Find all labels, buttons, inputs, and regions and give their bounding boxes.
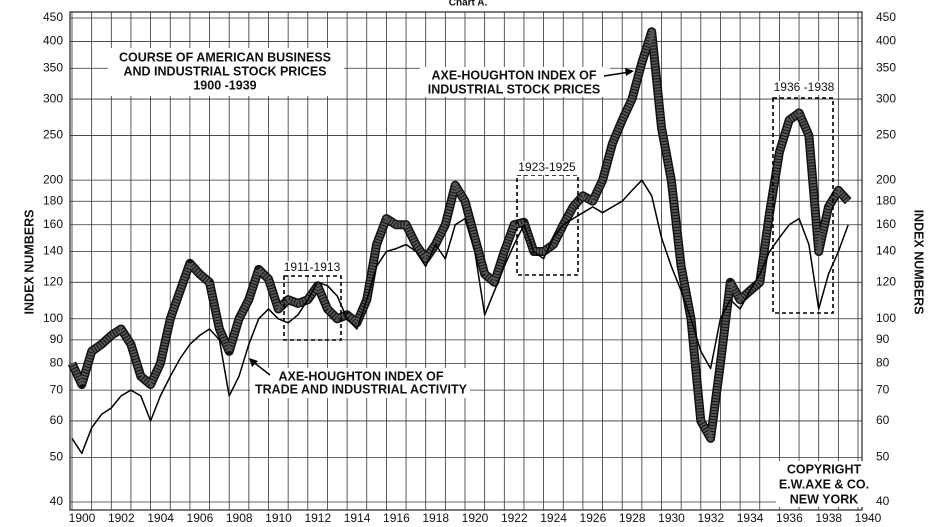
heading: COURSE OF AMERICAN BUSINESS bbox=[119, 50, 331, 64]
label-box bbox=[250, 368, 470, 398]
stock-price-band bbox=[69, 28, 851, 442]
heading-box bbox=[108, 48, 344, 96]
x-tick-label: 1920 bbox=[462, 511, 489, 525]
series-label: AXE-HOUGHTON INDEX OF bbox=[431, 68, 596, 82]
y-tick-label: 40 bbox=[50, 494, 64, 508]
y-tick-label: 90 bbox=[876, 332, 890, 346]
x-tick-label: 1928 bbox=[619, 511, 646, 525]
y-tick-label: 120 bbox=[43, 274, 63, 288]
y-tick-label: 160 bbox=[876, 217, 896, 231]
y-tick-label: 350 bbox=[876, 60, 896, 74]
plot-frame bbox=[69, 11, 863, 511]
y-tick-label: 120 bbox=[876, 274, 896, 288]
y-tick-label: 250 bbox=[43, 128, 63, 142]
y-tick-label: 80 bbox=[50, 356, 64, 370]
y-tick-label: 250 bbox=[876, 128, 896, 142]
period-box bbox=[283, 275, 342, 341]
x-tick-label: 1938 bbox=[815, 511, 842, 525]
y-tick-label: 50 bbox=[876, 450, 890, 464]
y-tick-label: 50 bbox=[50, 450, 64, 464]
series-label: TRADE AND INDUSTRIAL ACTIVITY bbox=[255, 382, 468, 396]
y-tick-label: 300 bbox=[876, 91, 896, 105]
y-tick-label: 180 bbox=[43, 193, 63, 207]
y-tick-label: 140 bbox=[43, 244, 63, 258]
y-tick-label: 300 bbox=[43, 91, 63, 105]
y-tick-label: 200 bbox=[43, 172, 63, 186]
x-tick-label: 1904 bbox=[147, 511, 174, 525]
marks bbox=[67, 27, 852, 455]
y-tick-label: 60 bbox=[50, 413, 64, 427]
y-tick-label: 450 bbox=[43, 10, 63, 24]
x-tick-label: 1922 bbox=[501, 511, 528, 525]
y-tick-label: 100 bbox=[43, 311, 63, 325]
x-tick-label: 1924 bbox=[540, 511, 567, 525]
x-tick-label: 1910 bbox=[265, 511, 292, 525]
y-tick-label: 100 bbox=[876, 311, 896, 325]
x-tick-label: 1906 bbox=[187, 511, 214, 525]
grid bbox=[70, 12, 862, 510]
copyright: E.W.AXE & CO. bbox=[779, 477, 869, 491]
x-tick-label: 1934 bbox=[737, 511, 764, 525]
y-tick-label: 200 bbox=[876, 172, 896, 186]
y-tick-label: 70 bbox=[50, 382, 64, 396]
series-label: INDUSTRIAL STOCK PRICES bbox=[428, 82, 600, 96]
y-tick-label: 80 bbox=[876, 356, 890, 370]
x-tick-label: 1914 bbox=[344, 511, 371, 525]
period-label: 1911-1913 bbox=[284, 260, 341, 274]
period-label: 1923-1925 bbox=[518, 160, 576, 174]
y-tick-label: 450 bbox=[876, 10, 896, 24]
arrow-head bbox=[625, 68, 634, 76]
y-tick-label: 140 bbox=[876, 244, 896, 258]
label-box bbox=[514, 161, 580, 175]
period-box bbox=[772, 97, 834, 314]
x-tick-label: 1918 bbox=[422, 511, 449, 525]
period-label: 1936 -1938 bbox=[774, 80, 835, 94]
copyright: NEW YORK bbox=[790, 492, 859, 506]
label-box bbox=[776, 461, 876, 507]
y-tick-label: 180 bbox=[876, 193, 896, 207]
arrow-head bbox=[249, 358, 258, 367]
y-axis-label: INDEX NUMBERS bbox=[22, 210, 36, 315]
activity-line bbox=[71, 179, 849, 455]
heading: AND INDUSTRIAL STOCK PRICES bbox=[123, 64, 326, 78]
x-tick-label: 1902 bbox=[108, 511, 135, 525]
y-tick-label: 70 bbox=[876, 382, 890, 396]
y-tick-label: 40 bbox=[876, 494, 890, 508]
y-tick-label: 350 bbox=[43, 60, 63, 74]
x-tick-label: 1936 bbox=[776, 511, 803, 525]
x-tick-label: 1908 bbox=[226, 511, 253, 525]
y-axis-label: INDEX NUMBERS bbox=[912, 210, 926, 315]
label-box bbox=[420, 67, 610, 97]
x-tick-label: 1930 bbox=[658, 511, 685, 525]
x-tick-label: 1916 bbox=[383, 511, 410, 525]
x-tick-label: 1926 bbox=[580, 511, 607, 525]
x-tick-label: 1940 bbox=[855, 511, 882, 525]
x-tick-label: 1900 bbox=[69, 511, 96, 525]
y-tick-label: 160 bbox=[43, 217, 63, 231]
series-label: AXE-HOUGHTON INDEX OF bbox=[278, 369, 443, 383]
y-tick-label: 60 bbox=[876, 413, 890, 427]
x-tick-label: 1932 bbox=[697, 511, 724, 525]
label-box bbox=[282, 261, 344, 275]
heading: 1900 -1939 bbox=[193, 78, 256, 92]
y-tick-label: 400 bbox=[876, 34, 896, 48]
y-tick-label: 90 bbox=[50, 332, 64, 346]
chart-title: Chart A. bbox=[449, 0, 488, 9]
x-tick-label: 1912 bbox=[304, 511, 331, 525]
copyright: COPYRIGHT bbox=[787, 462, 862, 476]
y-tick-label: 400 bbox=[43, 34, 63, 48]
label-box bbox=[770, 81, 838, 95]
